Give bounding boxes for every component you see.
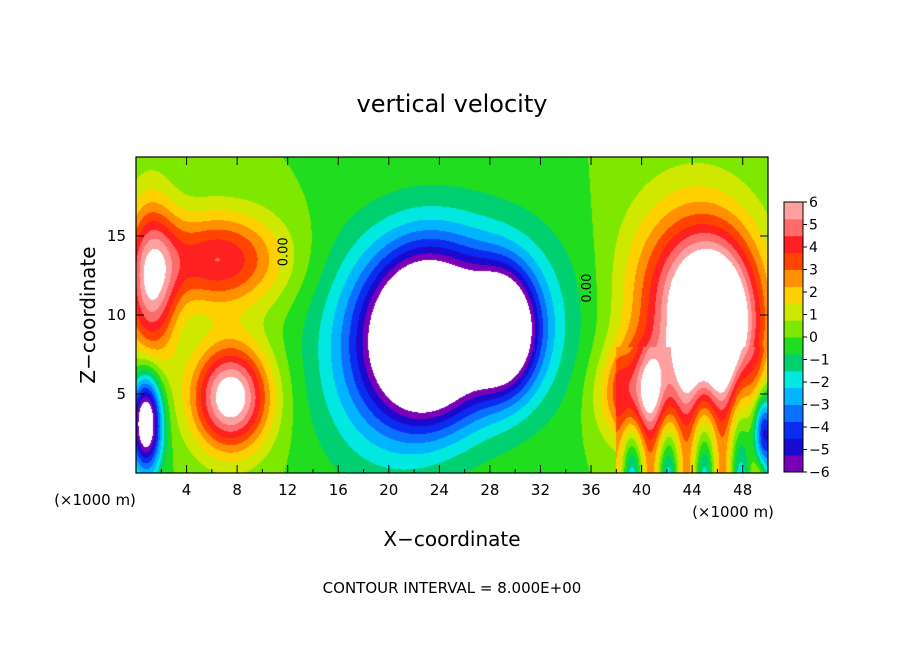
colorbar-segment (784, 353, 803, 372)
colorbar-segment (784, 286, 803, 304)
contour-labels: 0.00 0.00 (277, 237, 595, 302)
colorbar-segment (784, 337, 803, 355)
colorbar-segment (784, 320, 803, 338)
colorbar-segment (784, 269, 803, 287)
colorbar-segment (784, 404, 803, 422)
colorbar-segment (784, 370, 803, 389)
x-tick-label: 40 (632, 481, 651, 499)
colorbar-segment (784, 387, 803, 405)
x-axis: 4 8 12 16 20 24 28 32 36 40 44 48 (160, 157, 752, 499)
colorbar-segment (784, 202, 803, 220)
colorbar-tick-label: 0 (809, 330, 818, 346)
x-unit-right: (×1000 m) (692, 503, 774, 521)
x-tick-label: 32 (531, 481, 550, 499)
x-tick-label: 16 (329, 481, 348, 499)
x-tick-label: 24 (430, 481, 449, 499)
heatmap-field (136, 157, 768, 473)
colorbar-tick-label: 4 (809, 240, 818, 256)
y-axis-label: Z−coordinate (76, 246, 100, 383)
colorbar-segment (784, 235, 803, 254)
colorbar-segment (784, 303, 803, 321)
y-axis: 5 10 15 (107, 227, 768, 403)
x-tick-label: 8 (232, 481, 242, 499)
colorbar-tick-label: −3 (809, 398, 830, 414)
x-tick-label: 20 (379, 481, 398, 499)
chart-title: vertical velocity (357, 90, 548, 118)
x-tick-label: 12 (278, 481, 297, 499)
colorbar-tick-label: −2 (809, 375, 830, 391)
x-tick-label: 44 (683, 481, 702, 499)
colorbar-tick-label: −4 (809, 420, 830, 436)
colorbar-segment (784, 252, 803, 270)
colorbar-tick-label: 3 (809, 263, 818, 279)
x-axis-label: X−coordinate (383, 527, 520, 551)
colorbar-tick-label: −1 (809, 353, 830, 369)
colorbar-tick-label: 6 (809, 195, 818, 211)
colorbar-segment (784, 218, 803, 237)
colorbar: 6 5 4 3 2 1 0 −1 −2 −3 −4 −5 −6 (783, 195, 830, 481)
colorbar-tick-label: 5 (809, 218, 818, 234)
colorbar-tick-label: 1 (809, 308, 818, 324)
y-tick-label: 5 (116, 385, 126, 403)
contour-label: 0.00 (277, 237, 292, 266)
x-tick-label: 36 (581, 481, 600, 499)
colorbar-tick-label: 2 (809, 285, 818, 301)
x-tick-label: 4 (182, 481, 192, 499)
x-tick-label: 28 (480, 481, 499, 499)
colorbar-tick-label: −5 (809, 443, 830, 459)
plot-area: 0.00 0.00 (136, 157, 768, 473)
colorbar-segment (784, 455, 803, 473)
x-unit-left: (×1000 m) (54, 491, 136, 509)
colorbar-segment (784, 421, 803, 439)
contour-interval-note: CONTOUR INTERVAL = 8.000E+00 (323, 579, 582, 597)
colorbar-segment (784, 438, 803, 456)
colorbar-tick-label: −6 (809, 465, 830, 481)
contour-label: 0.00 (580, 274, 595, 303)
y-tick-label: 10 (107, 306, 126, 324)
x-tick-label: 48 (733, 481, 752, 499)
y-tick-label: 15 (107, 227, 126, 245)
